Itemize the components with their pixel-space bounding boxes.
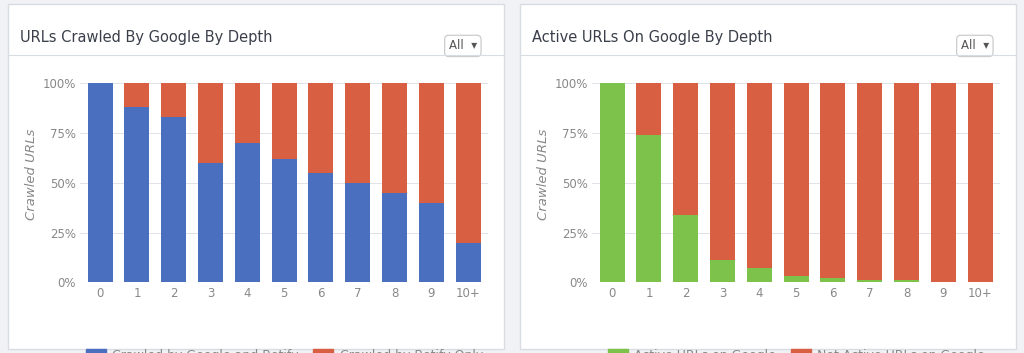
- Bar: [271, 159, 297, 282]
- Bar: [673, 83, 698, 215]
- Bar: [820, 83, 846, 279]
- Bar: [894, 280, 920, 282]
- Bar: [783, 83, 809, 276]
- Y-axis label: Crawled URLs: Crawled URLs: [538, 129, 550, 220]
- Bar: [820, 279, 846, 282]
- Text: Active URLs On Google By Depth: Active URLs On Google By Depth: [532, 30, 773, 44]
- Bar: [746, 83, 772, 268]
- Bar: [271, 83, 297, 159]
- Bar: [968, 83, 992, 282]
- Bar: [857, 280, 883, 282]
- Bar: [345, 83, 371, 183]
- Bar: [456, 83, 480, 243]
- Bar: [600, 83, 625, 282]
- Bar: [419, 83, 444, 203]
- Bar: [746, 268, 772, 282]
- Bar: [710, 261, 735, 282]
- Bar: [783, 276, 809, 282]
- Bar: [931, 83, 956, 282]
- Bar: [234, 83, 260, 143]
- Text: All  ▾: All ▾: [961, 40, 989, 52]
- Bar: [198, 163, 223, 282]
- Bar: [636, 135, 662, 282]
- Bar: [857, 83, 883, 280]
- Text: URLs Crawled By Google By Depth: URLs Crawled By Google By Depth: [20, 30, 273, 44]
- Bar: [382, 193, 408, 282]
- Bar: [673, 215, 698, 282]
- Text: All  ▾: All ▾: [449, 40, 477, 52]
- Bar: [419, 203, 444, 282]
- Bar: [894, 83, 920, 280]
- Bar: [636, 83, 662, 135]
- Bar: [710, 83, 735, 261]
- Legend: Active URLs on Google, Not Active URLs on Google: Active URLs on Google, Not Active URLs o…: [607, 349, 985, 353]
- Bar: [234, 143, 260, 282]
- Bar: [161, 117, 186, 282]
- Bar: [124, 107, 150, 282]
- Bar: [161, 83, 186, 117]
- Bar: [198, 83, 223, 163]
- Y-axis label: Crawled URLs: Crawled URLs: [26, 129, 38, 220]
- Bar: [345, 183, 371, 282]
- Bar: [456, 243, 480, 282]
- Legend: Crawled by Google and Botify, Crawled by Botify Only: Crawled by Google and Botify, Crawled by…: [86, 349, 482, 353]
- Bar: [124, 83, 150, 107]
- Bar: [88, 83, 113, 282]
- Bar: [308, 173, 334, 282]
- Bar: [382, 83, 408, 193]
- Bar: [308, 83, 334, 173]
